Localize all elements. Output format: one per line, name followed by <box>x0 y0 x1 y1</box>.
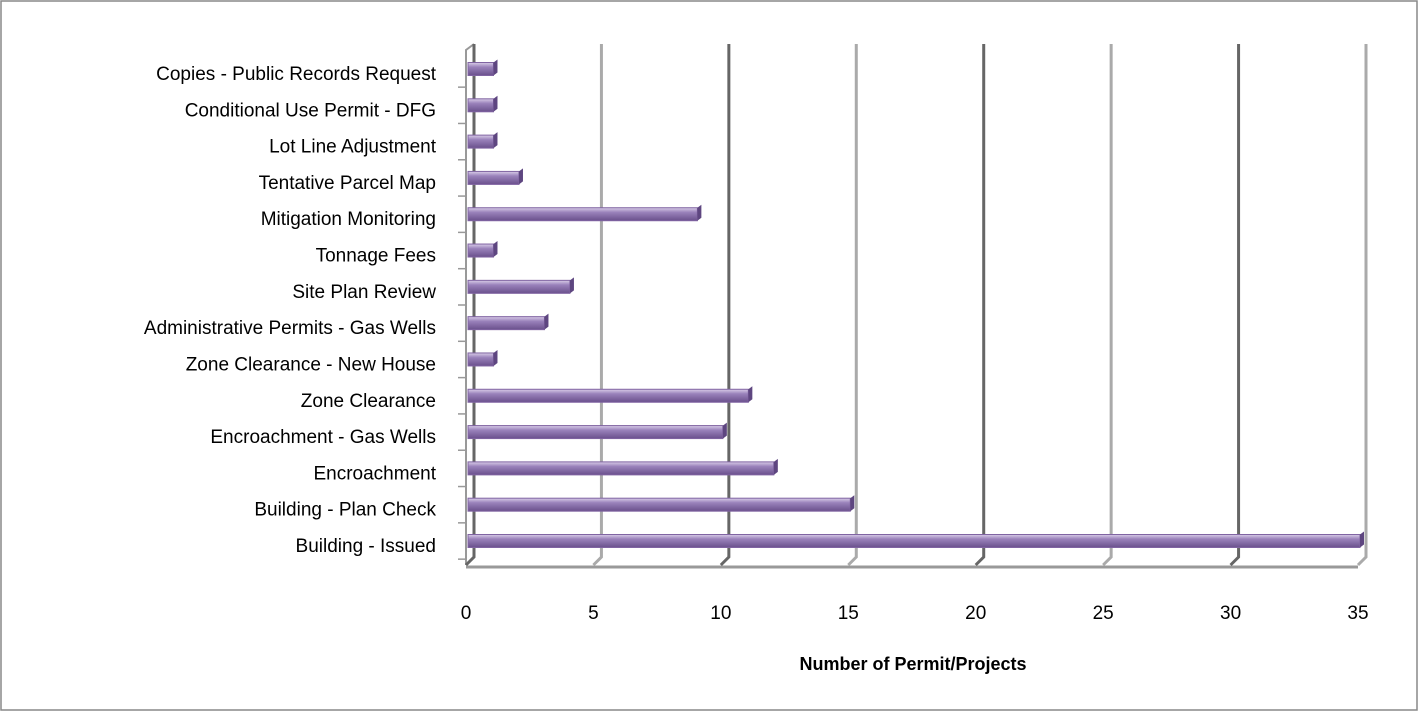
bar-cap <box>544 313 549 330</box>
x-tick-label: 5 <box>588 603 599 624</box>
bar <box>467 62 494 76</box>
bar <box>467 497 851 512</box>
bar <box>467 534 1361 548</box>
y-tick-label: Lot Line Adjustment <box>269 137 437 158</box>
axis-wall <box>465 43 475 565</box>
x-tick-label: 15 <box>838 603 859 624</box>
y-tick-label: Tonnage Fees <box>316 246 436 267</box>
y-tick-label: Copies - Public Records Request <box>156 64 437 85</box>
bar-cap <box>493 241 498 258</box>
bar-cap <box>493 59 498 76</box>
x-tick-label: 0 <box>461 603 472 624</box>
bar-cap <box>722 422 727 439</box>
y-tick-label: Zone Clearance - New House <box>186 354 436 375</box>
y-tick-label: Site Plan Review <box>292 282 436 303</box>
y-tick-label: Encroachment - Gas Wells <box>210 427 436 448</box>
x-axis-title: Number of Permit/Projects <box>799 654 1026 674</box>
bar <box>467 279 571 294</box>
bar <box>467 98 494 113</box>
bar <box>467 207 698 222</box>
bar <box>467 170 520 185</box>
x-tick-label: 30 <box>1220 603 1241 624</box>
bar-cap <box>493 95 498 112</box>
grid-line <box>719 44 731 567</box>
bar-cap <box>1360 531 1364 548</box>
x-tick-label: 20 <box>965 603 986 624</box>
bar-cap <box>569 277 574 294</box>
bar <box>467 425 724 440</box>
bar-cap <box>773 458 778 475</box>
bar-cap <box>493 132 498 149</box>
bar <box>467 316 545 331</box>
grid-line <box>1229 44 1241 567</box>
y-tick-label: Conditional Use Permit - DFG <box>185 100 436 121</box>
x-tick-label: 10 <box>710 603 731 624</box>
bar-cap <box>748 386 753 403</box>
grid-line <box>1102 44 1113 567</box>
y-tick-label: Tentative Parcel Map <box>259 173 436 194</box>
x-tick-label: 35 <box>1347 603 1368 624</box>
x-tick-label: 25 <box>1093 603 1114 624</box>
y-tick-label: Zone Clearance <box>301 391 436 412</box>
bar <box>467 352 494 367</box>
bar <box>467 134 494 149</box>
grid-line <box>1356 44 1368 567</box>
y-tick-label: Administrative Permits - Gas Wells <box>144 318 436 339</box>
bar <box>467 243 494 258</box>
bar-cap <box>518 168 523 185</box>
y-tick-label: Encroachment <box>313 463 436 484</box>
grid-line <box>847 44 858 567</box>
bar <box>467 461 775 476</box>
bar-cap <box>697 204 702 221</box>
y-tick-label: Building - Plan Check <box>254 500 436 521</box>
y-tick-label: Mitigation Monitoring <box>261 209 436 230</box>
grid-line <box>974 44 986 567</box>
bar-cap <box>850 495 855 512</box>
bar-cap <box>493 349 498 366</box>
y-tick-label: Building - Issued <box>296 536 436 557</box>
bar <box>467 388 749 403</box>
